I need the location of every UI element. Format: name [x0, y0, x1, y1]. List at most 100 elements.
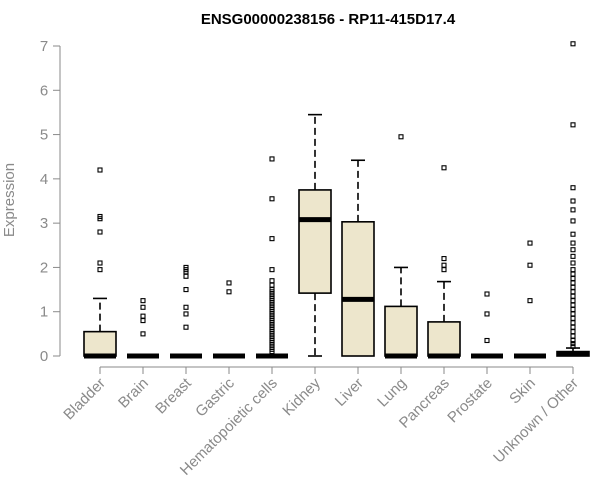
outlier-point	[269, 156, 275, 162]
box-body	[427, 321, 461, 357]
box-pancreas	[427, 165, 461, 359]
outlier-point	[441, 262, 447, 268]
outlier-point	[570, 293, 576, 299]
outlier-point	[226, 289, 232, 295]
x-tick-label: Skin	[506, 375, 539, 408]
outlier-point	[398, 134, 404, 140]
outlier-point	[183, 324, 189, 330]
x-tick-label: Brain	[115, 375, 152, 412]
chart-title: ENSG00000238156 - RP11-415D17.4	[201, 11, 456, 28]
outlier-point	[570, 253, 576, 259]
outlier-point	[97, 229, 103, 235]
y-axis: 0 1 2 3 4 5 6 7	[40, 38, 61, 365]
outlier-point	[140, 318, 146, 324]
outlier-point	[570, 329, 576, 335]
box-body	[341, 221, 375, 357]
outlier-point	[140, 298, 146, 304]
box-skin	[514, 240, 546, 359]
outlier-point	[183, 273, 189, 279]
box-breast	[170, 264, 202, 359]
box-kidney	[298, 113, 332, 357]
outlier-point	[183, 304, 189, 310]
x-tick-label: Liver	[332, 375, 367, 410]
outlier-point	[140, 313, 146, 319]
outlier-point	[570, 218, 576, 224]
x-tick-label: Bladder	[60, 375, 109, 424]
outlier-point	[570, 298, 576, 304]
y-tick-label: 5	[40, 127, 48, 144]
outlier-point	[441, 165, 447, 171]
outlier-point	[570, 315, 576, 321]
outlier-point	[269, 278, 275, 284]
outlier-point	[441, 256, 447, 262]
outlier-point	[570, 341, 576, 347]
box-liver	[341, 159, 375, 357]
outlier-point	[269, 236, 275, 242]
y-tick-label: 3	[40, 215, 48, 232]
y-tick-label: 4	[40, 171, 48, 188]
y-tick-label: 6	[40, 82, 48, 99]
box-body	[384, 305, 418, 357]
outlier-point	[570, 302, 576, 308]
outlier-point	[484, 337, 490, 344]
outlier-point	[570, 289, 576, 295]
outlier-point	[570, 185, 576, 191]
y-tick-label: 1	[40, 304, 48, 321]
outlier-point	[527, 298, 533, 304]
outlier-point	[97, 167, 103, 173]
outlier-point	[570, 122, 576, 128]
outlier-point	[570, 337, 576, 344]
x-tick-label: Kidney	[279, 374, 324, 419]
outlier-point	[140, 331, 146, 337]
outlier-point	[484, 311, 490, 317]
outlier-point	[570, 284, 576, 290]
outlier-point	[570, 320, 576, 326]
outlier-point	[570, 343, 576, 349]
outlier-point	[570, 271, 576, 277]
y-tick-label: 2	[40, 259, 48, 276]
outlier-point	[570, 280, 576, 286]
box-unknown-other	[556, 41, 590, 357]
outlier-point	[570, 231, 576, 237]
box-bladder	[83, 167, 117, 359]
box-brain	[127, 298, 159, 359]
box-lung	[384, 134, 418, 359]
outlier-point	[570, 247, 576, 253]
outlier-point	[570, 275, 576, 282]
outlier-point	[527, 240, 533, 246]
outlier-point	[269, 282, 275, 288]
outlier-point	[97, 260, 103, 266]
box-body	[83, 330, 117, 357]
outlier-point	[570, 41, 576, 47]
x-tick-label: Lung	[374, 375, 410, 411]
y-tick-label: 0	[40, 348, 48, 365]
outlier-point	[570, 306, 576, 313]
outlier-point	[570, 198, 576, 204]
outlier-point	[570, 311, 576, 317]
x-tick-label: Prostate	[444, 375, 496, 427]
outlier-point	[441, 267, 447, 273]
x-tick-label: Breast	[152, 374, 195, 417]
outlier-point	[140, 304, 146, 310]
outlier-point	[183, 311, 189, 317]
outlier-point	[269, 267, 275, 273]
box-prostate	[471, 291, 503, 359]
outlier-point	[570, 260, 576, 266]
outlier-point	[570, 207, 576, 213]
outlier-point	[183, 287, 189, 293]
plot-area	[83, 41, 590, 359]
box-gastric	[213, 280, 245, 359]
outlier-point	[269, 196, 275, 202]
y-tick-label: 7	[40, 38, 48, 55]
box-body	[298, 189, 332, 294]
outlier-point	[97, 216, 103, 222]
outlier-point	[97, 267, 103, 273]
outlier-point	[570, 333, 576, 339]
outlier-point	[527, 262, 533, 268]
y-axis-label: Expression	[1, 163, 18, 237]
outlier-point	[269, 349, 275, 355]
box-hematopoietic-cells	[256, 156, 288, 359]
